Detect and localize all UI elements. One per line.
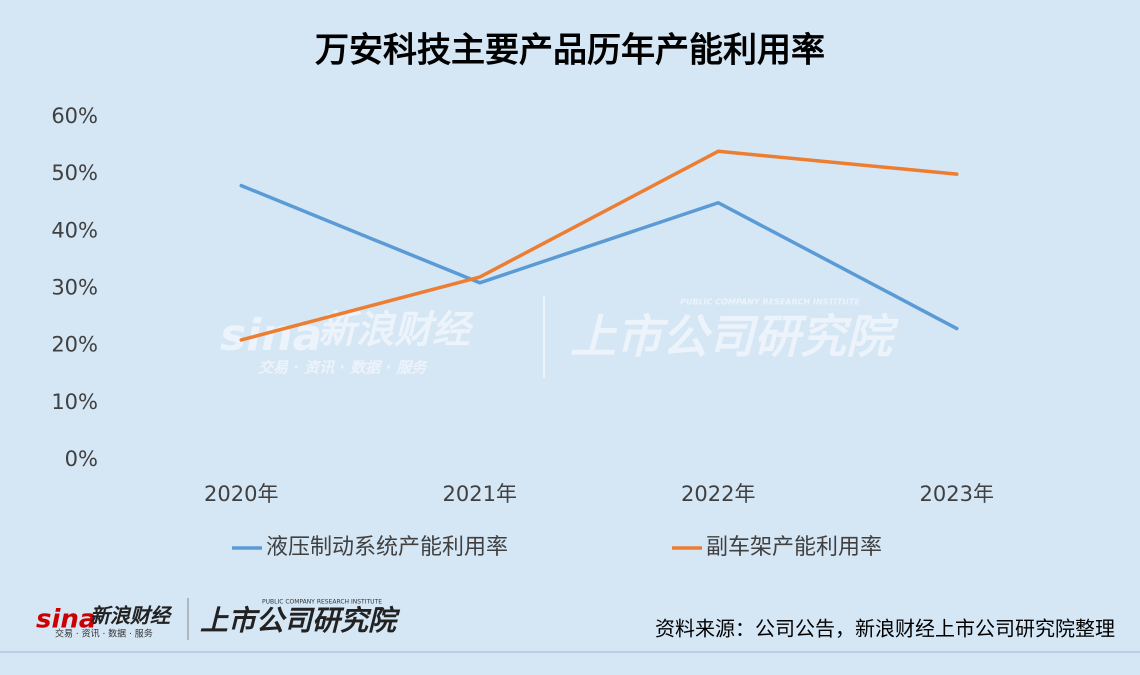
y-tick-label: 40% [51, 218, 98, 242]
logo-institute-en: PUBLIC COMPANY RESEARCH INSTITUTE [262, 599, 382, 606]
series-line [239, 183, 959, 331]
x-tick-label: 2022年 [681, 482, 755, 506]
y-tick-label: 10% [51, 390, 98, 414]
x-tick-label: 2021年 [443, 482, 517, 506]
x-tick-label: 2023年 [920, 482, 994, 506]
y-tick-label: 50% [51, 161, 98, 185]
y-tick-label: 20% [51, 333, 98, 357]
chart-title: 万安科技主要产品历年产能利用率 [315, 31, 825, 71]
watermark-institute-en: PUBLIC COMPANY RESEARCH INSTITUTE [680, 298, 860, 307]
logo-name: 新浪财经 [90, 604, 173, 628]
legend-label: 副车架产能利用率 [706, 535, 882, 560]
x-tick-label: 2020年 [204, 482, 278, 506]
logo-sina: sina [36, 605, 96, 635]
legend-label: 液压制动系统产能利用率 [266, 535, 508, 560]
watermark-tagline: 交易 · 资讯 · 数据 · 服务 [258, 359, 428, 377]
y-tick-label: 30% [51, 276, 98, 300]
source-note: 资料来源：公司公告，新浪财经上市公司研究院整理 [655, 617, 1115, 641]
watermark-sina: sina [220, 310, 322, 361]
logo-tagline: 交易 · 资讯 · 数据 · 服务 [55, 628, 153, 640]
series-line [239, 149, 959, 342]
y-tick-label: 0% [65, 447, 98, 471]
logo-institute: 上市公司研究院 [200, 604, 401, 637]
y-tick-label: 60% [51, 104, 98, 128]
watermark-institute: 上市公司研究院 [570, 310, 899, 364]
footer-logo: sina 新浪财经 交易 · 资讯 · 数据 · 服务 上市公司研究院 PUBL… [36, 598, 401, 640]
watermark-name: 新浪财经 [318, 308, 475, 352]
watermark: sina 新浪财经 交易 · 资讯 · 数据 · 服务 上市公司研究院 PUBL… [220, 296, 899, 378]
